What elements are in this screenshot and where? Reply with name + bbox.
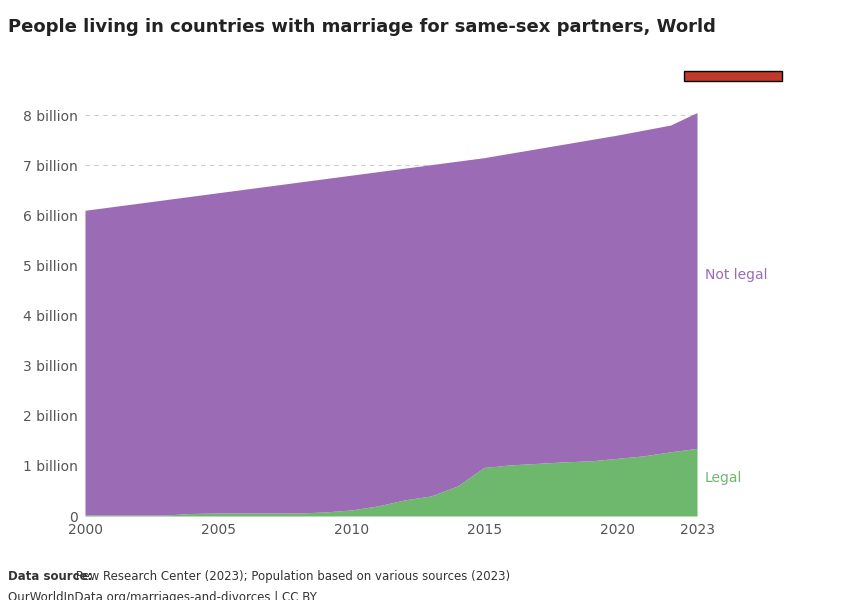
Text: Our World: Our World <box>703 33 763 43</box>
Text: OurWorldInData.org/marriages-and-divorces | CC BY: OurWorldInData.org/marriages-and-divorce… <box>8 591 317 600</box>
FancyBboxPatch shape <box>684 71 782 81</box>
Text: in Data: in Data <box>711 50 755 61</box>
Text: Not legal: Not legal <box>705 268 768 283</box>
Text: People living in countries with marriage for same-sex partners, World: People living in countries with marriage… <box>8 18 717 36</box>
Text: Legal: Legal <box>705 472 742 485</box>
Text: Pew Research Center (2023); Population based on various sources (2023): Pew Research Center (2023); Population b… <box>72 570 510 583</box>
Text: Data source:: Data source: <box>8 570 93 583</box>
